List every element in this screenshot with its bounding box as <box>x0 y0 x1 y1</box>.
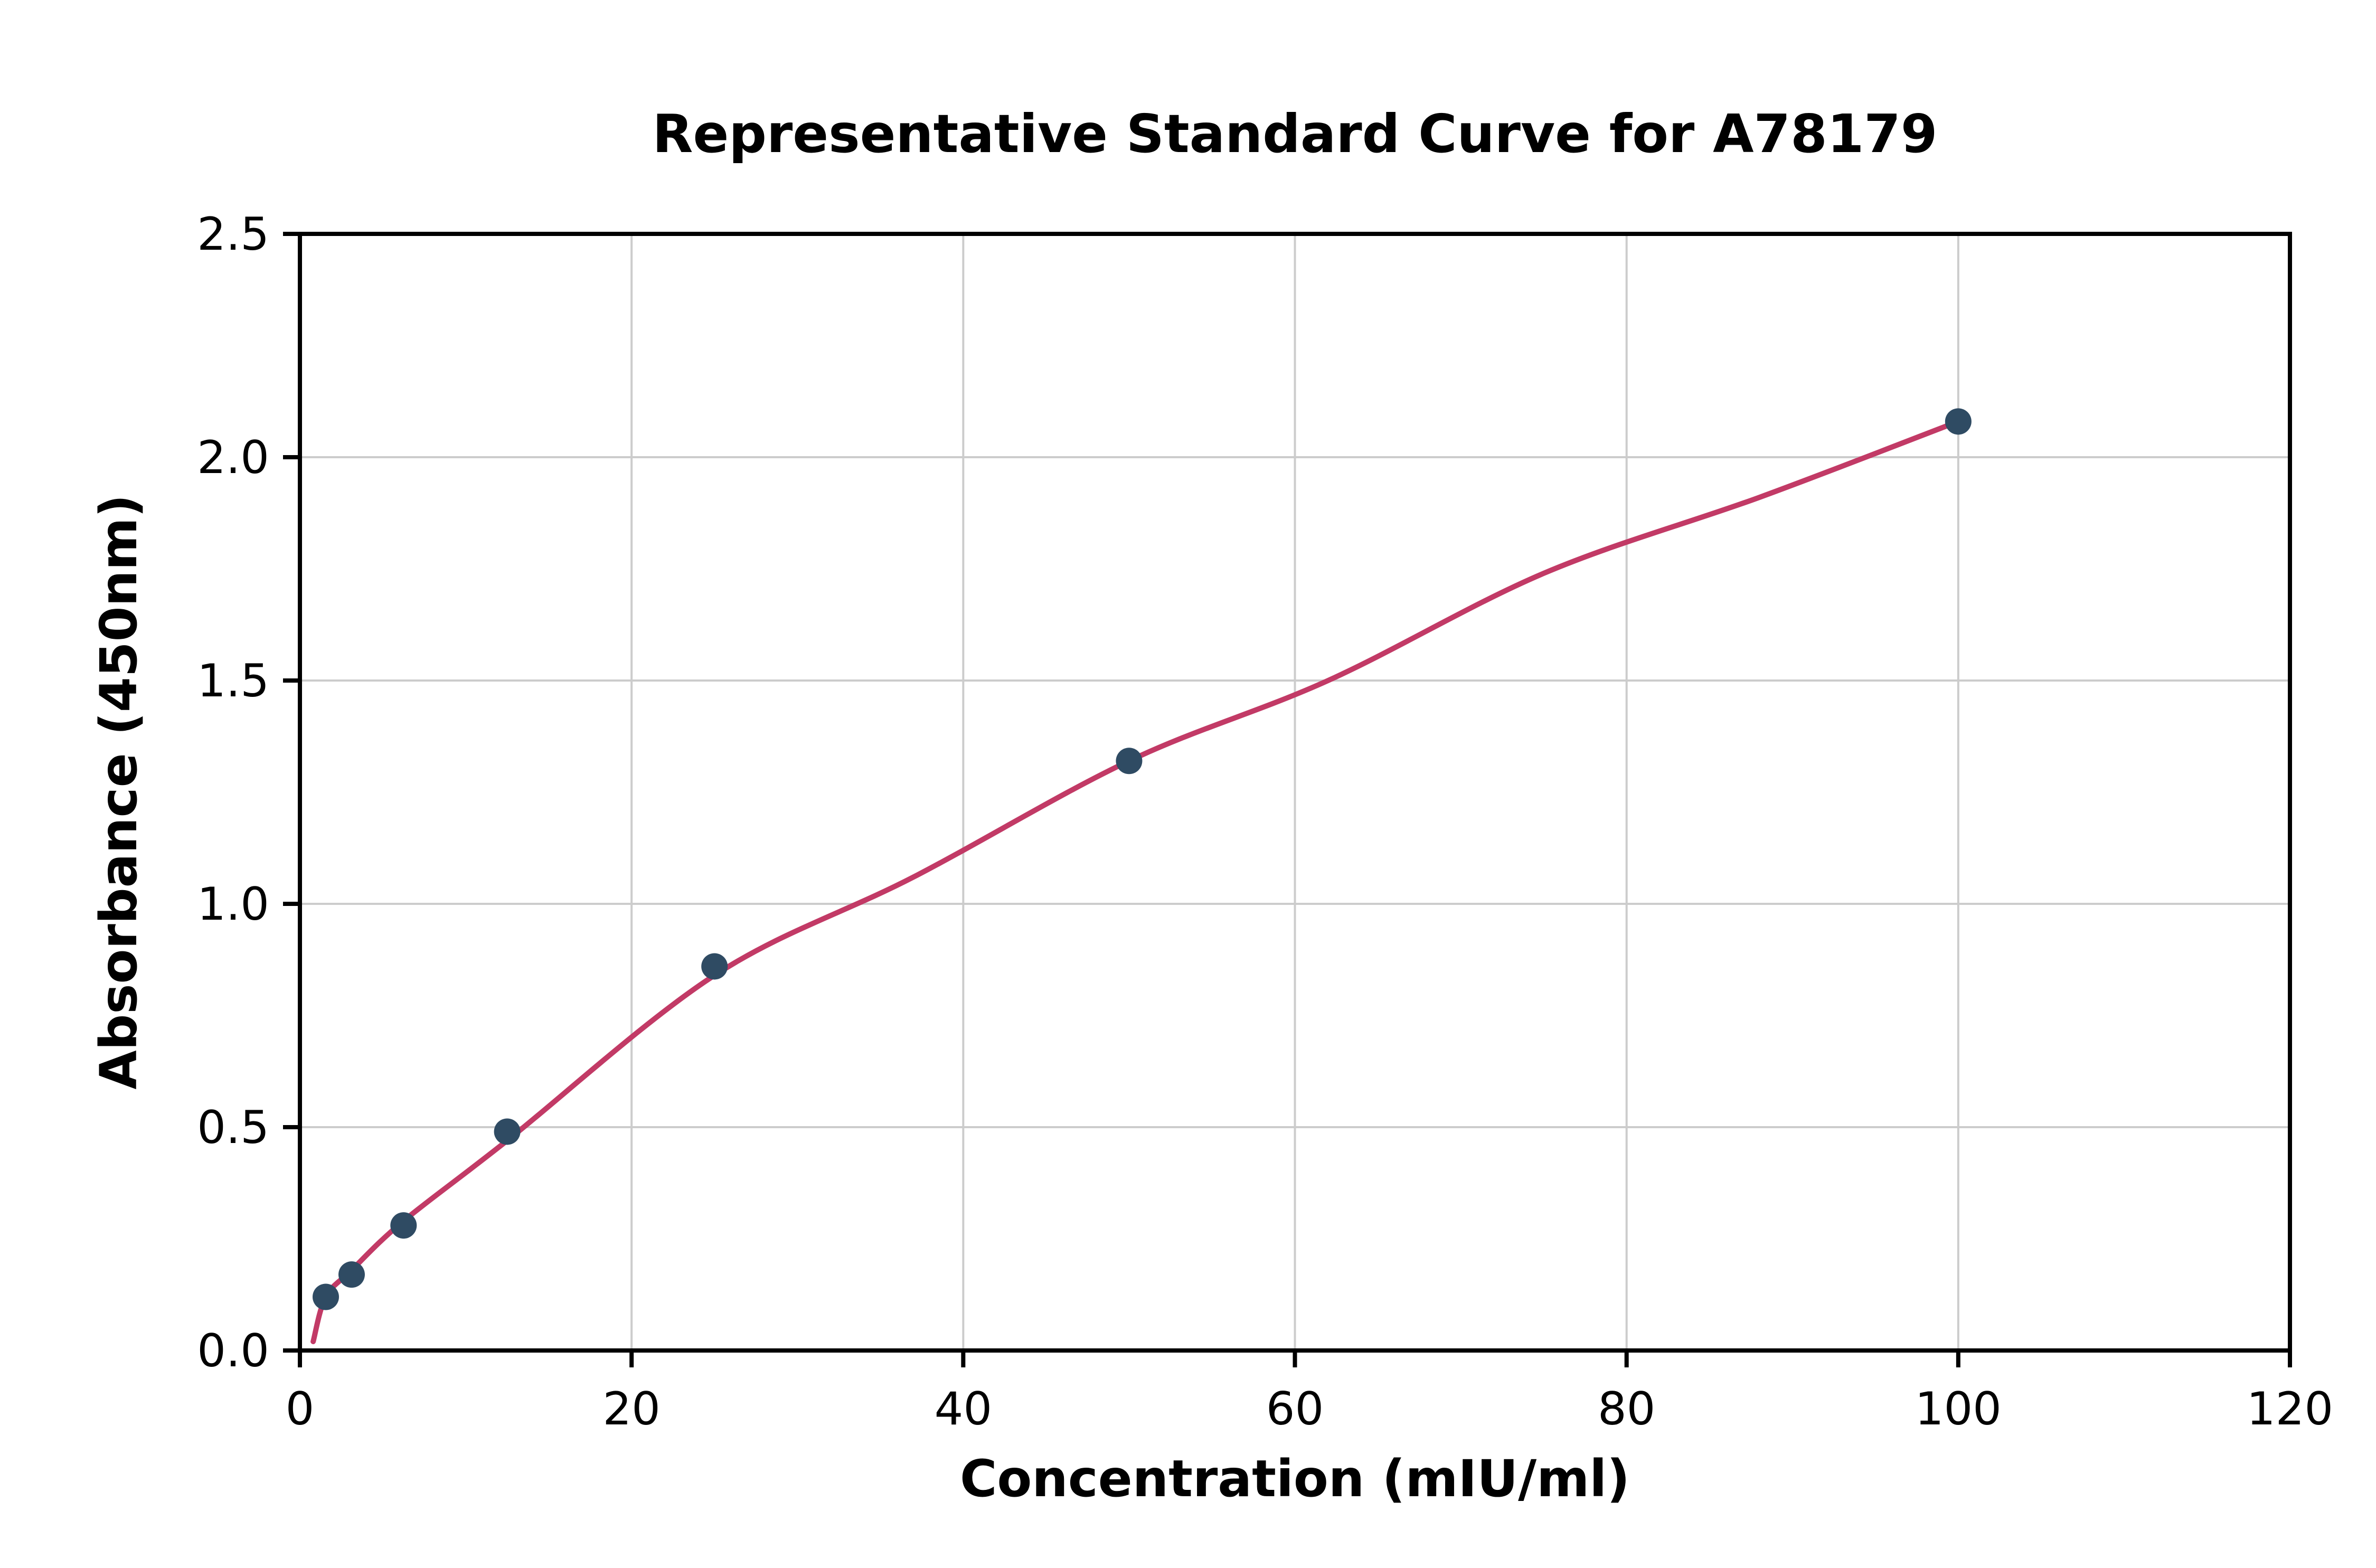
y-tick-label: 1.5 <box>197 655 269 707</box>
x-tick-label: 100 <box>1915 1383 2002 1435</box>
y-tick-label: 2.0 <box>197 431 269 484</box>
chart-title: Representative Standard Curve for A78179 <box>652 103 1938 165</box>
y-tick-label: 0.5 <box>197 1101 269 1154</box>
x-tick-label: 120 <box>2247 1383 2333 1435</box>
data-point <box>338 1261 365 1288</box>
data-point <box>701 953 728 980</box>
x-tick-label: 40 <box>935 1383 992 1435</box>
x-tick-label: 80 <box>1598 1383 1655 1435</box>
data-point <box>1116 748 1143 774</box>
data-point <box>390 1212 417 1239</box>
x-tick-label: 60 <box>1266 1383 1324 1435</box>
y-tick-label: 0.0 <box>197 1325 269 1377</box>
x-tick-label: 0 <box>286 1383 315 1435</box>
y-tick-label: 2.5 <box>197 208 269 261</box>
x-axis-label: Concentration (mIU/ml) <box>959 1449 1630 1508</box>
data-point <box>312 1283 339 1310</box>
data-point <box>1945 408 1972 435</box>
fit-curve <box>310 419 1961 1345</box>
y-tick-label: 1.0 <box>197 878 269 931</box>
data-point <box>494 1118 521 1145</box>
x-tick-label: 20 <box>602 1383 660 1435</box>
